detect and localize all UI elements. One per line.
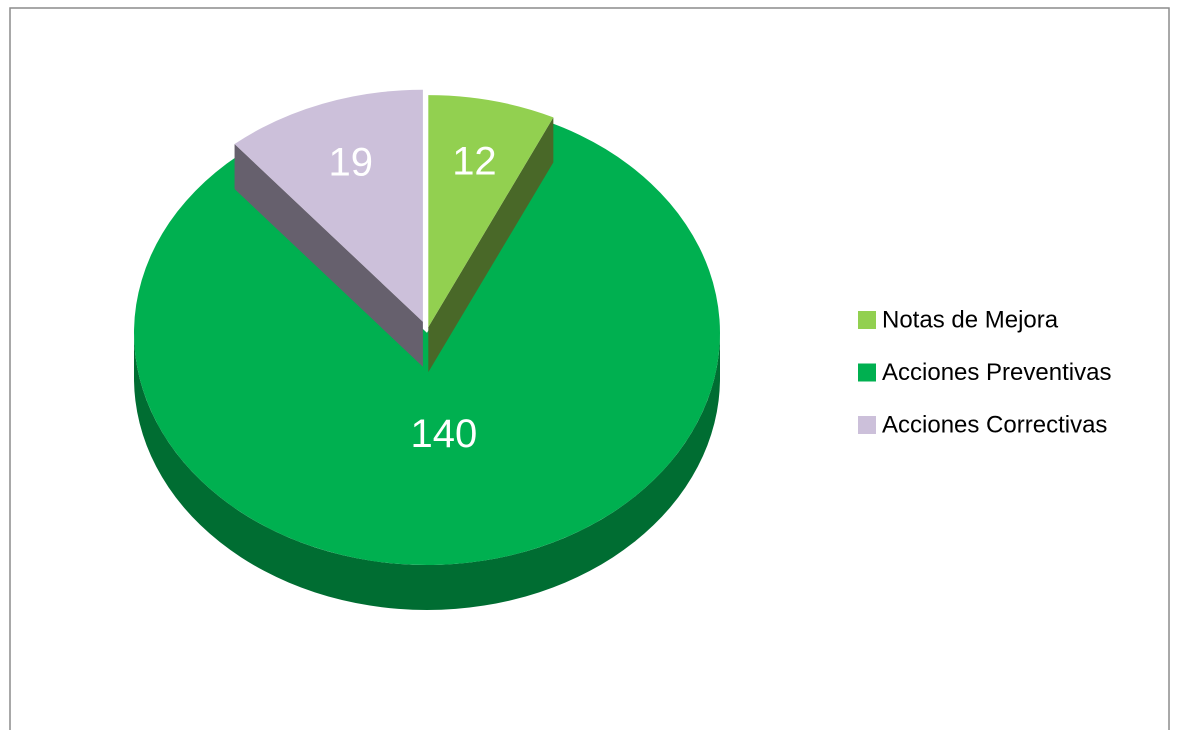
slice-top [428, 95, 554, 328]
data-label: 12 [452, 140, 497, 184]
legend-label: Acciones Preventivas [882, 359, 1111, 386]
pie-slice [234, 89, 423, 367]
data-label: 140 [411, 412, 478, 456]
slice-edge-wall [428, 117, 554, 373]
slice-top [234, 89, 423, 322]
legend-swatch [858, 363, 876, 382]
legend-swatch [858, 311, 876, 329]
legend-label: Notas de Mejora [882, 306, 1059, 333]
legend-swatch [858, 416, 876, 434]
pie-slice [428, 95, 554, 373]
data-label: 19 [328, 140, 373, 184]
legend-label: Acciones Correctivas [882, 411, 1107, 438]
slice-top [133, 123, 720, 566]
slice-side-wall [134, 333, 720, 610]
slice-edge-wall [234, 144, 423, 367]
